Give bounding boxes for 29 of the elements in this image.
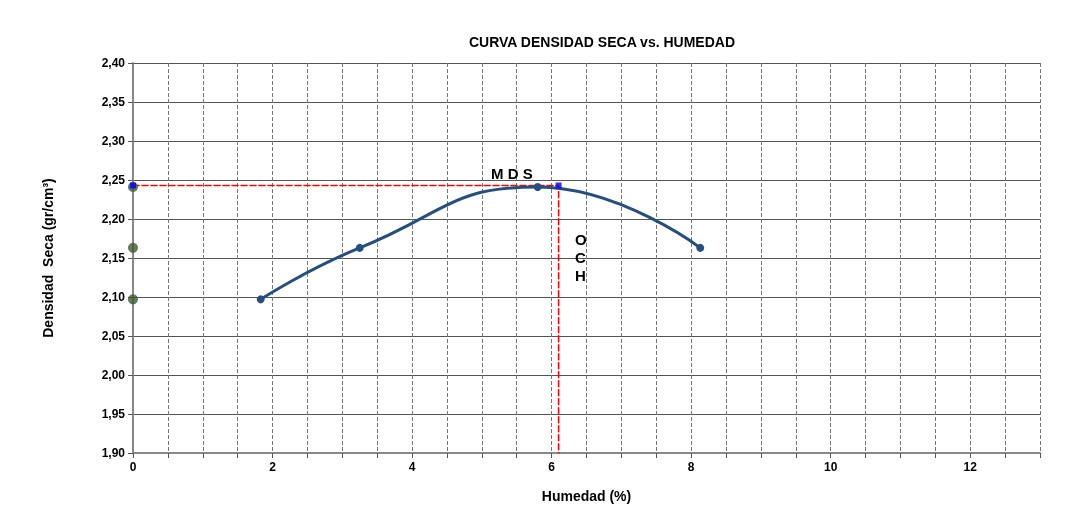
point	[533, 183, 542, 192]
y-tick-label: 2,00	[101, 368, 126, 382]
y-tick-label: 2,35	[101, 95, 126, 109]
x-tick-label: 0	[129, 460, 137, 474]
y-tick-label: 2,10	[101, 290, 126, 304]
x-axis-title: Humedad (%)	[541, 488, 632, 504]
x-tick-label: 6	[548, 460, 556, 474]
y-tick-label: 2,30	[101, 134, 126, 148]
x-tick-label: 10	[824, 460, 838, 474]
y-axis-title: Densidad Seca (gr/cm³)	[40, 178, 56, 338]
point	[355, 243, 364, 252]
y-tick-label: 2,20	[101, 212, 126, 226]
point	[256, 295, 265, 304]
y-tick-label: 1,90	[101, 446, 126, 460]
y-tick-label: 2,40	[101, 56, 126, 70]
point	[696, 243, 705, 252]
chart-title: CURVA DENSIDAD SECA vs. HUMEDAD	[468, 34, 736, 50]
x-tick-label: 8	[687, 460, 695, 474]
y-tick-label: 1,95	[101, 407, 126, 421]
x-tick-label: 2	[269, 460, 277, 474]
point	[128, 294, 138, 305]
point	[555, 182, 562, 189]
y-tick-label: 2,15	[101, 251, 126, 265]
x-tick-label: 12	[963, 460, 978, 474]
point	[128, 242, 138, 253]
x-tick-label: 4	[408, 460, 416, 474]
annotation: M D S	[491, 164, 533, 182]
y-tick-label: 2,25	[101, 173, 126, 187]
y-tick-label: 2,05	[101, 329, 126, 343]
